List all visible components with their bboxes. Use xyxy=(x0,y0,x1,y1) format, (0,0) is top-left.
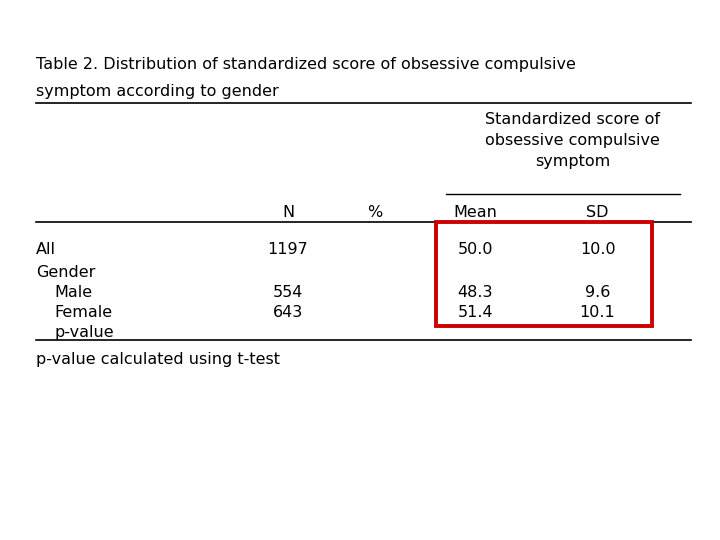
Text: 51.4: 51.4 xyxy=(457,305,493,320)
Text: 643: 643 xyxy=(273,305,303,320)
Text: Mean: Mean xyxy=(454,205,497,220)
Text: 1197: 1197 xyxy=(268,242,308,257)
Text: 10.0: 10.0 xyxy=(580,242,616,257)
Text: Gender: Gender xyxy=(36,265,95,280)
Text: 554: 554 xyxy=(273,285,303,300)
Text: Male: Male xyxy=(54,285,92,300)
Text: p-value calculated using t-test: p-value calculated using t-test xyxy=(36,352,280,367)
Text: 9.6: 9.6 xyxy=(585,285,611,300)
Text: 50.0: 50.0 xyxy=(457,242,493,257)
Text: N: N xyxy=(282,205,294,220)
Text: Female: Female xyxy=(54,305,112,320)
Text: SD: SD xyxy=(586,205,609,220)
Bar xyxy=(436,222,652,326)
Text: Table 2. Distribution of standardized score of obsessive compulsive: Table 2. Distribution of standardized sc… xyxy=(36,57,576,72)
Text: 10.1: 10.1 xyxy=(580,305,616,320)
Text: All: All xyxy=(36,242,56,257)
Text: %: % xyxy=(366,205,382,220)
Text: Standardized score of
obsessive compulsive
symptom: Standardized score of obsessive compulsi… xyxy=(485,112,660,169)
Text: symptom according to gender: symptom according to gender xyxy=(36,84,279,99)
Text: p-value: p-value xyxy=(54,325,114,340)
Text: 48.3: 48.3 xyxy=(457,285,493,300)
